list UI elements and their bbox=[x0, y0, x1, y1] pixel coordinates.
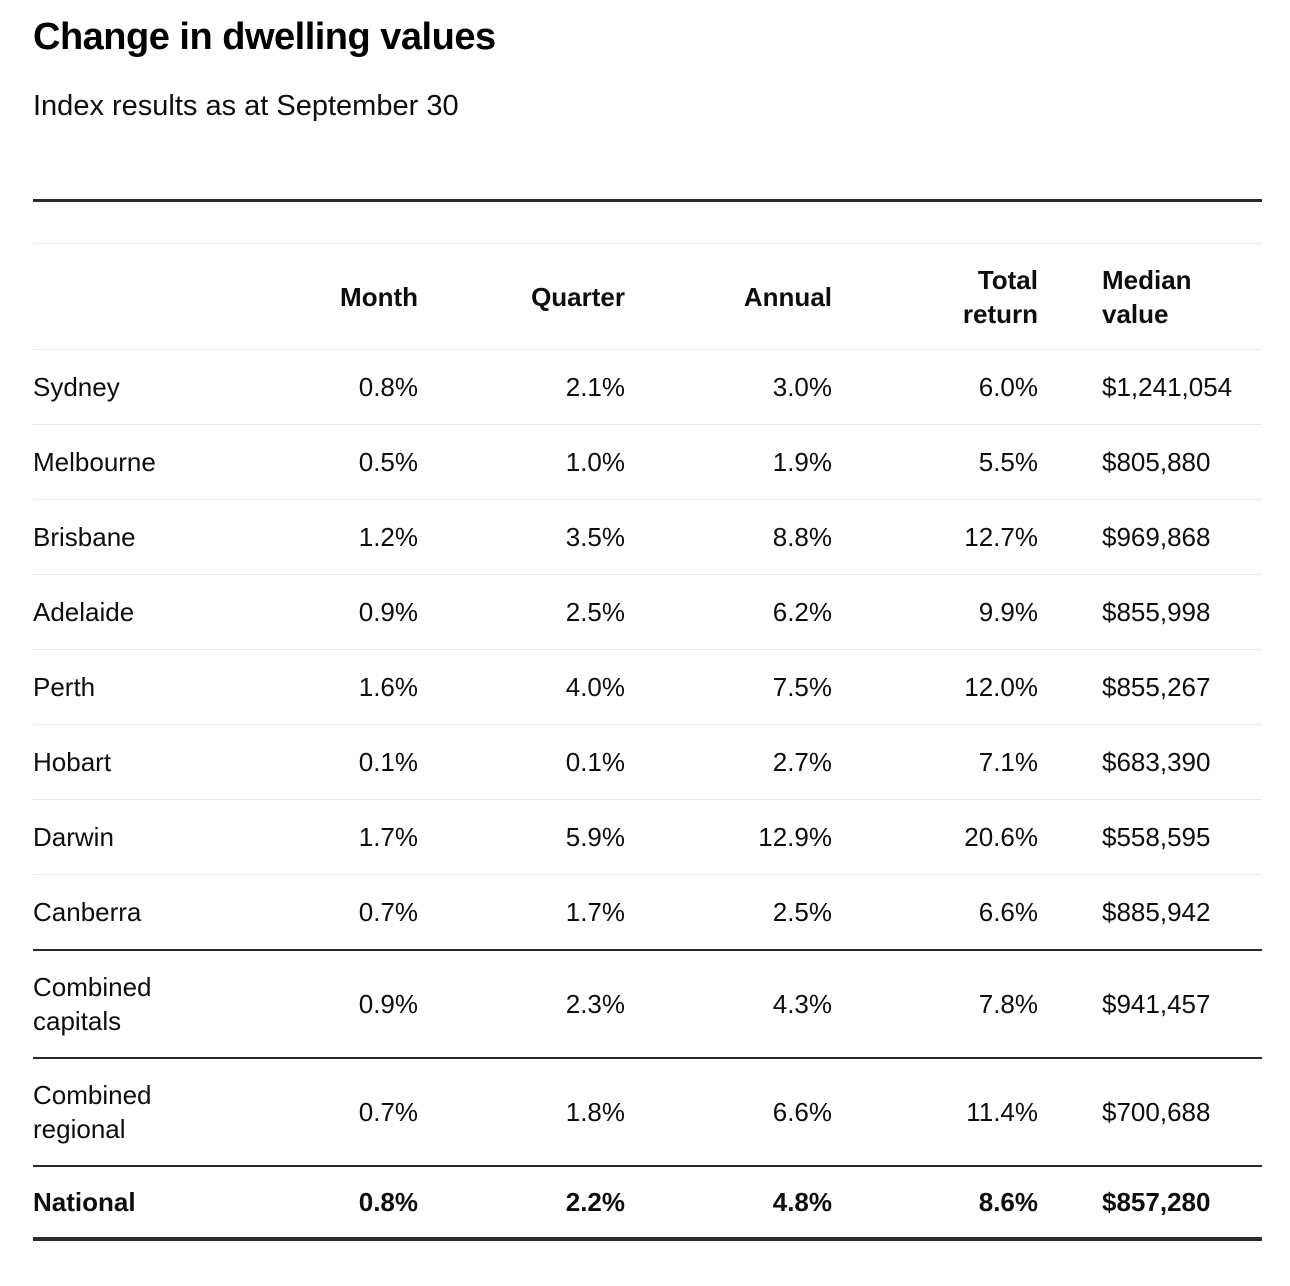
cell-median-value: $941,457 bbox=[1038, 949, 1262, 1059]
cell-median-value: $1,241,054 bbox=[1038, 349, 1262, 425]
cell-annual: 2.5% bbox=[625, 874, 832, 951]
cell-median-value: $855,998 bbox=[1038, 574, 1262, 650]
cell-quarter: 3.5% bbox=[418, 499, 625, 575]
cell-median-value: $683,390 bbox=[1038, 724, 1262, 800]
cell-annual: 8.8% bbox=[625, 499, 832, 575]
cell-annual: 2.7% bbox=[625, 724, 832, 800]
table-row-hobart: Hobart 0.1% 0.1% 2.7% 7.1% $683,390 bbox=[33, 724, 1262, 800]
cell-month: 0.9% bbox=[213, 949, 418, 1059]
cell-median-value: $558,595 bbox=[1038, 799, 1262, 875]
row-label: Canberra bbox=[33, 874, 213, 951]
cell-month: 1.2% bbox=[213, 499, 418, 575]
table-row-national: National 0.8% 2.2% 4.8% 8.6% $857,280 bbox=[33, 1165, 1262, 1241]
cell-total-return: 8.6% bbox=[832, 1165, 1038, 1241]
cell-quarter: 5.9% bbox=[418, 799, 625, 875]
table-row-canberra: Canberra 0.7% 1.7% 2.5% 6.6% $885,942 bbox=[33, 874, 1262, 951]
cell-annual: 12.9% bbox=[625, 799, 832, 875]
cell-quarter: 0.1% bbox=[418, 724, 625, 800]
table-row-adelaide: Adelaide 0.9% 2.5% 6.2% 9.9% $855,998 bbox=[33, 574, 1262, 650]
row-label: Darwin bbox=[33, 799, 213, 875]
cell-annual: 1.9% bbox=[625, 424, 832, 500]
table-row-brisbane: Brisbane 1.2% 3.5% 8.8% 12.7% $969,868 bbox=[33, 499, 1262, 575]
cell-total-return: 9.9% bbox=[832, 574, 1038, 650]
row-label: Brisbane bbox=[33, 499, 213, 575]
table-row-combined-capitals: Combined capitals 0.9% 2.3% 4.3% 7.8% $9… bbox=[33, 949, 1262, 1059]
cell-month: 0.7% bbox=[213, 874, 418, 951]
dwelling-values-table: Month Quarter Annual Total return Median… bbox=[33, 243, 1262, 1241]
cell-annual: 6.6% bbox=[625, 1057, 832, 1167]
cell-median-value: $700,688 bbox=[1038, 1057, 1262, 1167]
cell-median-value: $857,280 bbox=[1038, 1165, 1262, 1241]
cell-median-value: $805,880 bbox=[1038, 424, 1262, 500]
cell-median-value: $855,267 bbox=[1038, 649, 1262, 725]
column-header-total-return: Total return bbox=[832, 243, 1038, 350]
cell-median-value: $969,868 bbox=[1038, 499, 1262, 575]
cell-quarter: 2.1% bbox=[418, 349, 625, 425]
cell-quarter: 4.0% bbox=[418, 649, 625, 725]
top-rule-divider bbox=[33, 199, 1262, 202]
cell-quarter: 2.3% bbox=[418, 949, 625, 1059]
column-header-quarter: Quarter bbox=[418, 243, 625, 350]
row-label: Perth bbox=[33, 649, 213, 725]
table-row-perth: Perth 1.6% 4.0% 7.5% 12.0% $855,267 bbox=[33, 649, 1262, 725]
cell-quarter: 1.8% bbox=[418, 1057, 625, 1167]
cell-month: 0.7% bbox=[213, 1057, 418, 1167]
column-header-annual: Annual bbox=[625, 243, 832, 350]
cell-quarter: 2.2% bbox=[418, 1165, 625, 1241]
cell-quarter: 1.0% bbox=[418, 424, 625, 500]
row-label: Hobart bbox=[33, 724, 213, 800]
cell-total-return: 6.0% bbox=[832, 349, 1038, 425]
row-label: Melbourne bbox=[33, 424, 213, 500]
cell-month: 1.7% bbox=[213, 799, 418, 875]
cell-annual: 4.3% bbox=[625, 949, 832, 1059]
table-row-darwin: Darwin 1.7% 5.9% 12.9% 20.6% $558,595 bbox=[33, 799, 1262, 875]
cell-total-return: 5.5% bbox=[832, 424, 1038, 500]
table-row-combined-regional: Combined regional 0.7% 1.8% 6.6% 11.4% $… bbox=[33, 1057, 1262, 1167]
cell-total-return: 6.6% bbox=[832, 874, 1038, 951]
row-label: Adelaide bbox=[33, 574, 213, 650]
cell-total-return: 11.4% bbox=[832, 1057, 1038, 1167]
cell-total-return: 20.6% bbox=[832, 799, 1038, 875]
cell-annual: 7.5% bbox=[625, 649, 832, 725]
cell-total-return: 7.8% bbox=[832, 949, 1038, 1059]
column-header-month: Month bbox=[213, 243, 418, 350]
cell-month: 0.8% bbox=[213, 1165, 418, 1241]
cell-median-value: $885,942 bbox=[1038, 874, 1262, 951]
cell-month: 0.1% bbox=[213, 724, 418, 800]
cell-month: 0.5% bbox=[213, 424, 418, 500]
figure-subtitle: Index results as at September 30 bbox=[33, 90, 459, 122]
cell-month: 0.8% bbox=[213, 349, 418, 425]
row-label: National bbox=[33, 1165, 213, 1241]
row-label: Combined capitals bbox=[33, 949, 213, 1059]
table-row-sydney: Sydney 0.8% 2.1% 3.0% 6.0% $1,241,054 bbox=[33, 349, 1262, 425]
cell-total-return: 12.7% bbox=[832, 499, 1038, 575]
row-label: Sydney bbox=[33, 349, 213, 425]
table-row-melbourne: Melbourne 0.5% 1.0% 1.9% 5.5% $805,880 bbox=[33, 424, 1262, 500]
cell-month: 0.9% bbox=[213, 574, 418, 650]
cell-annual: 3.0% bbox=[625, 349, 832, 425]
cell-total-return: 7.1% bbox=[832, 724, 1038, 800]
cell-annual: 6.2% bbox=[625, 574, 832, 650]
row-label: Combined regional bbox=[33, 1057, 213, 1167]
figure-title: Change in dwelling values bbox=[33, 16, 496, 58]
column-header-median-value: Median value bbox=[1038, 243, 1262, 350]
header-row: Month Quarter Annual Total return Median… bbox=[33, 243, 1262, 350]
cell-annual: 4.8% bbox=[625, 1165, 832, 1241]
cell-month: 1.6% bbox=[213, 649, 418, 725]
cell-total-return: 12.0% bbox=[832, 649, 1038, 725]
column-header-blank bbox=[33, 243, 213, 350]
cell-quarter: 2.5% bbox=[418, 574, 625, 650]
cell-quarter: 1.7% bbox=[418, 874, 625, 951]
